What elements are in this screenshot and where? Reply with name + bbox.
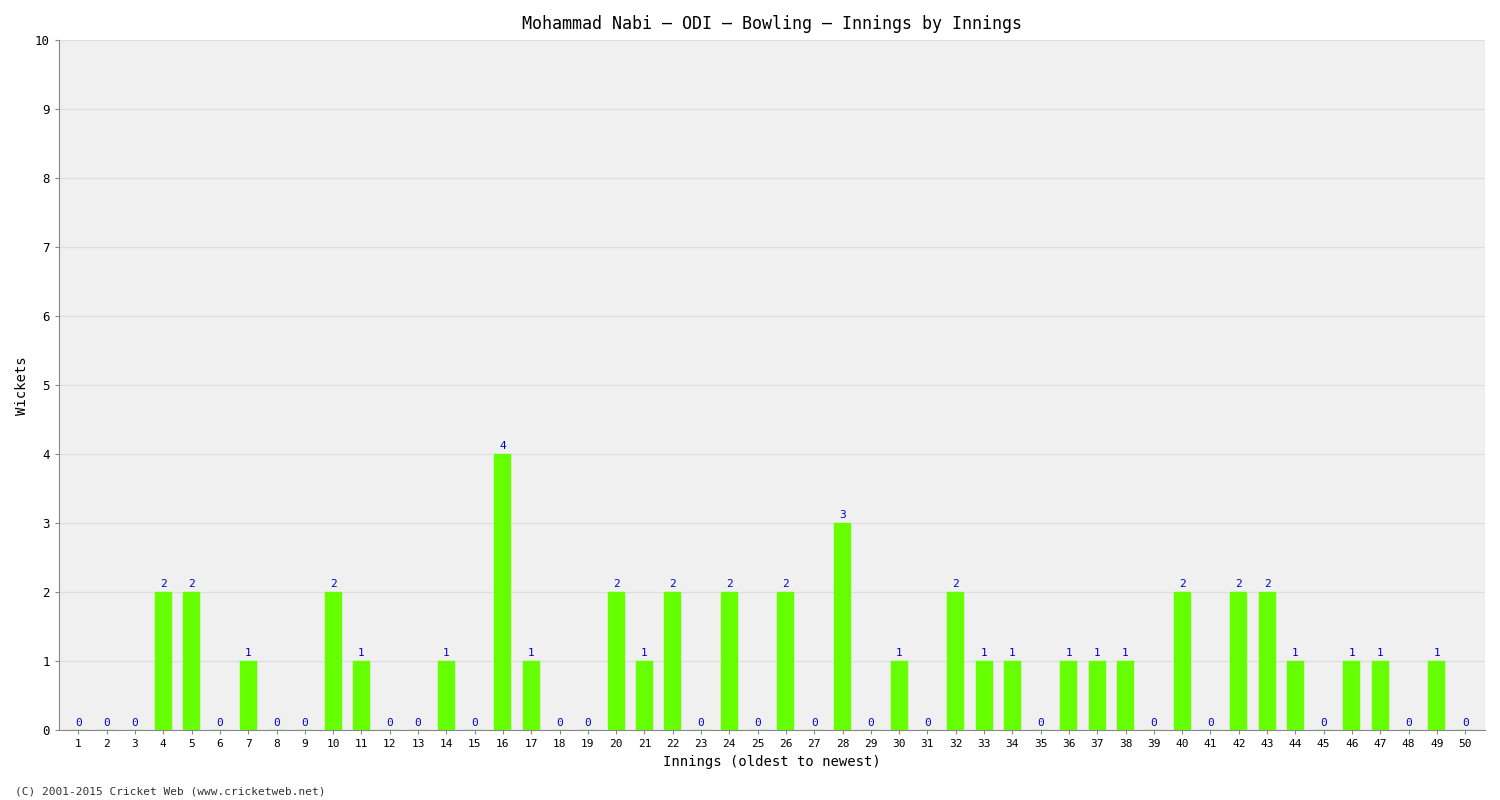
Text: 0: 0 xyxy=(1406,718,1411,728)
Text: 0: 0 xyxy=(387,718,393,728)
Bar xyxy=(183,592,200,730)
Text: 2: 2 xyxy=(669,579,676,589)
Bar xyxy=(1428,662,1446,730)
Text: 1: 1 xyxy=(358,648,364,658)
Text: 2: 2 xyxy=(614,579,620,589)
Bar xyxy=(1118,662,1134,730)
Text: 2: 2 xyxy=(952,579,958,589)
Title: Mohammad Nabi – ODI – Bowling – Innings by Innings: Mohammad Nabi – ODI – Bowling – Innings … xyxy=(522,15,1022,33)
Text: 1: 1 xyxy=(896,648,903,658)
Bar xyxy=(1089,662,1106,730)
Bar xyxy=(1258,592,1275,730)
Text: 2: 2 xyxy=(1263,579,1270,589)
Text: 1: 1 xyxy=(1094,648,1101,658)
Bar xyxy=(722,592,738,730)
Text: 0: 0 xyxy=(585,718,591,728)
Text: 0: 0 xyxy=(1208,718,1214,728)
Text: 0: 0 xyxy=(1320,718,1328,728)
Text: 0: 0 xyxy=(867,718,874,728)
Text: 0: 0 xyxy=(216,718,223,728)
Text: 0: 0 xyxy=(75,718,82,728)
Text: 1: 1 xyxy=(1348,648,1356,658)
Bar xyxy=(522,662,540,730)
Text: (C) 2001-2015 Cricket Web (www.cricketweb.net): (C) 2001-2015 Cricket Web (www.cricketwe… xyxy=(15,786,326,796)
Bar xyxy=(495,454,512,730)
Text: 1: 1 xyxy=(528,648,534,658)
Bar xyxy=(608,592,624,730)
Text: 0: 0 xyxy=(924,718,932,728)
Text: 2: 2 xyxy=(783,579,789,589)
Bar xyxy=(1230,592,1248,730)
Text: 2: 2 xyxy=(330,579,336,589)
Text: 0: 0 xyxy=(1462,718,1468,728)
Bar xyxy=(664,592,681,730)
Text: 2: 2 xyxy=(726,579,732,589)
Text: 1: 1 xyxy=(1292,648,1299,658)
Text: 2: 2 xyxy=(1236,579,1242,589)
Text: 1: 1 xyxy=(1065,648,1072,658)
Text: 4: 4 xyxy=(500,441,507,451)
Bar xyxy=(1287,662,1304,730)
Bar xyxy=(1173,592,1191,730)
Text: 1: 1 xyxy=(1434,648,1440,658)
Text: 0: 0 xyxy=(414,718,422,728)
Bar xyxy=(834,523,850,730)
Text: 1: 1 xyxy=(442,648,450,658)
Bar xyxy=(1004,662,1022,730)
Bar xyxy=(1060,662,1077,730)
Bar xyxy=(240,662,256,730)
X-axis label: Innings (oldest to newest): Innings (oldest to newest) xyxy=(663,755,880,769)
Bar xyxy=(777,592,795,730)
Text: 1: 1 xyxy=(981,648,987,658)
Text: 0: 0 xyxy=(132,718,138,728)
Text: 3: 3 xyxy=(839,510,846,520)
Text: 0: 0 xyxy=(1038,718,1044,728)
Bar xyxy=(1344,662,1360,730)
Text: 0: 0 xyxy=(104,718,110,728)
Text: 2: 2 xyxy=(188,579,195,589)
Text: 0: 0 xyxy=(754,718,760,728)
Bar xyxy=(891,662,908,730)
Text: 0: 0 xyxy=(698,718,705,728)
Text: 2: 2 xyxy=(1179,579,1185,589)
Text: 0: 0 xyxy=(302,718,307,728)
Text: 0: 0 xyxy=(471,718,478,728)
Text: 0: 0 xyxy=(556,718,562,728)
Text: 1: 1 xyxy=(640,648,648,658)
Text: 1: 1 xyxy=(1010,648,1016,658)
Text: 2: 2 xyxy=(160,579,166,589)
Text: 1: 1 xyxy=(1377,648,1383,658)
Text: 1: 1 xyxy=(244,648,252,658)
Bar xyxy=(352,662,370,730)
Bar xyxy=(1372,662,1389,730)
Bar xyxy=(438,662,454,730)
Bar xyxy=(975,662,993,730)
Text: 0: 0 xyxy=(1150,718,1156,728)
Bar xyxy=(948,592,964,730)
Bar xyxy=(324,592,342,730)
Text: 0: 0 xyxy=(273,718,280,728)
Bar xyxy=(636,662,652,730)
Bar xyxy=(154,592,172,730)
Y-axis label: Wickets: Wickets xyxy=(15,356,28,414)
Text: 0: 0 xyxy=(812,718,818,728)
Text: 1: 1 xyxy=(1122,648,1130,658)
